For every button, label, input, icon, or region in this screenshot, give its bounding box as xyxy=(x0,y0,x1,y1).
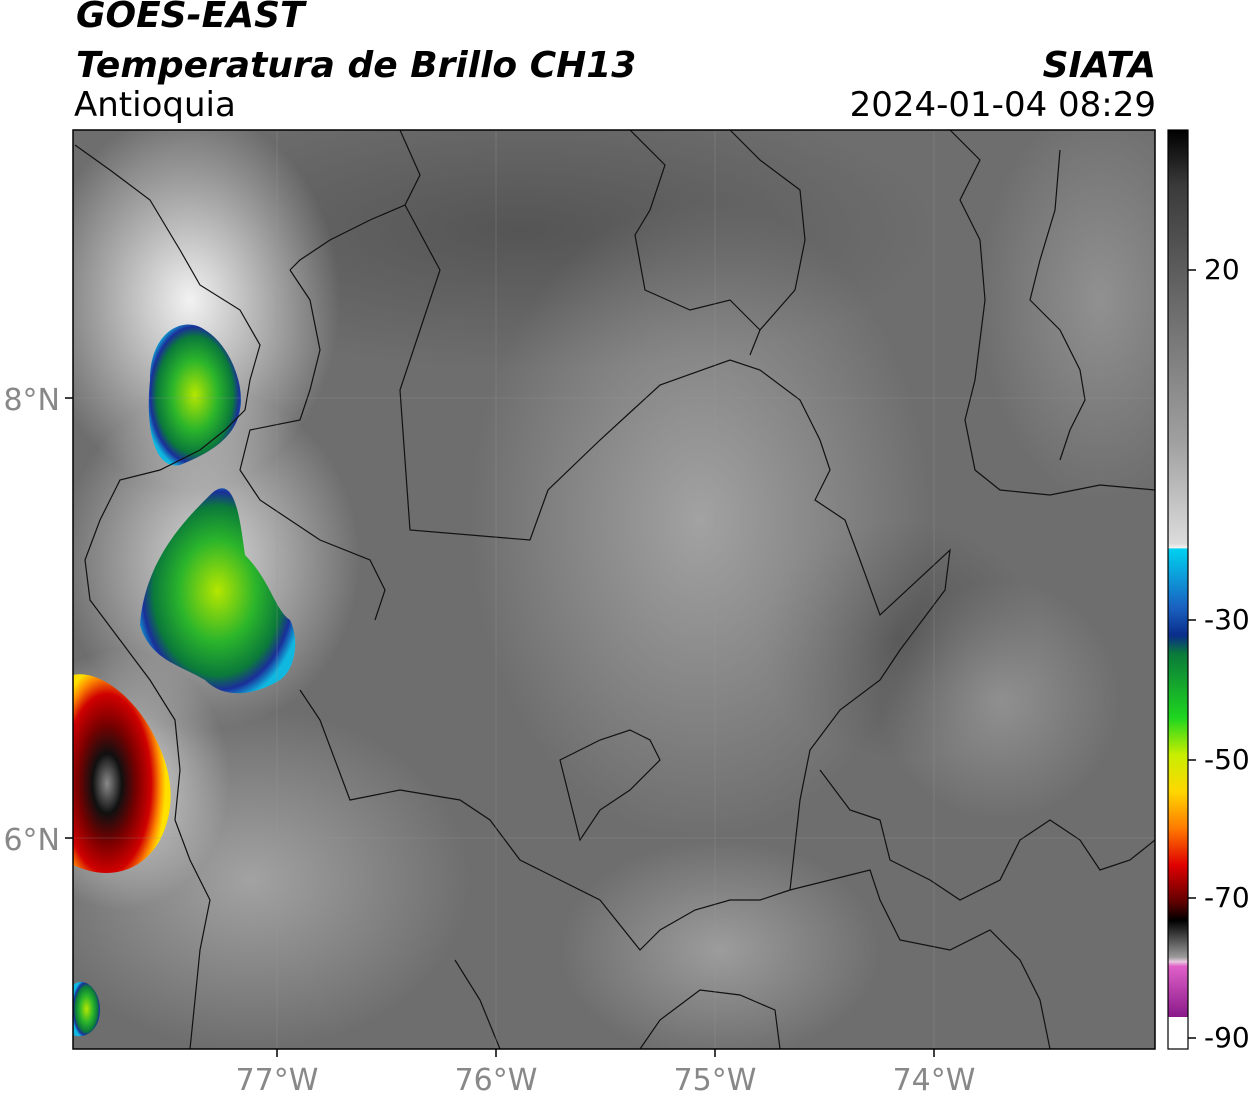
storm-cell-deep xyxy=(73,674,171,873)
enclave xyxy=(559,729,661,842)
colorbar-label-minus50: -50 xyxy=(1204,743,1250,776)
south-boundary xyxy=(789,869,1051,1049)
s-boundary2 xyxy=(639,989,781,1049)
colorbar xyxy=(1167,129,1189,1050)
datetime-label: 2024-01-04 08:29 xyxy=(849,85,1156,125)
colorbar-label-minus90: -90 xyxy=(1204,1021,1250,1054)
lon-label-74w: 74°W xyxy=(893,1063,976,1098)
storm-cell-center xyxy=(140,488,296,694)
ne-boundary xyxy=(629,130,761,331)
northern-coast xyxy=(289,130,421,271)
lat-label-6n: 6°N xyxy=(3,823,60,858)
colorbar-label-minus70: -70 xyxy=(1204,881,1250,914)
region-label: Antioquia xyxy=(74,85,236,125)
far-east-boundary xyxy=(949,130,1155,496)
antioquia-boundary xyxy=(299,204,951,951)
lon-label-77w: 77°W xyxy=(236,1063,319,1098)
colorbar-label-20: 20 xyxy=(1204,253,1240,286)
colorbar-label-minus30: -30 xyxy=(1204,603,1250,636)
coastline xyxy=(74,144,261,1049)
gulf-coast xyxy=(239,269,386,621)
lat-label-8n: 8°N xyxy=(3,383,60,418)
right-boundary xyxy=(1029,149,1086,461)
sw-boundary xyxy=(454,959,501,1049)
colorbar-ticks xyxy=(1188,269,1196,1039)
storm-cell-north xyxy=(148,324,241,466)
lon-label-76w: 76°W xyxy=(455,1063,538,1098)
graticule xyxy=(73,130,1155,1049)
product-title: Temperatura de Brillo CH13 xyxy=(76,45,637,86)
organization-label: SIATA xyxy=(1042,45,1156,86)
se-boundary xyxy=(819,769,1155,901)
axis-ticks xyxy=(65,397,935,1057)
lon-label-75w: 75°W xyxy=(674,1063,757,1098)
satellite-title: GOES-EAST xyxy=(76,0,305,36)
map-frame xyxy=(72,129,1156,1050)
boundaries-layer xyxy=(74,130,1155,1049)
imagery-layer xyxy=(73,130,1155,1049)
storm-cell-south xyxy=(73,981,100,1037)
